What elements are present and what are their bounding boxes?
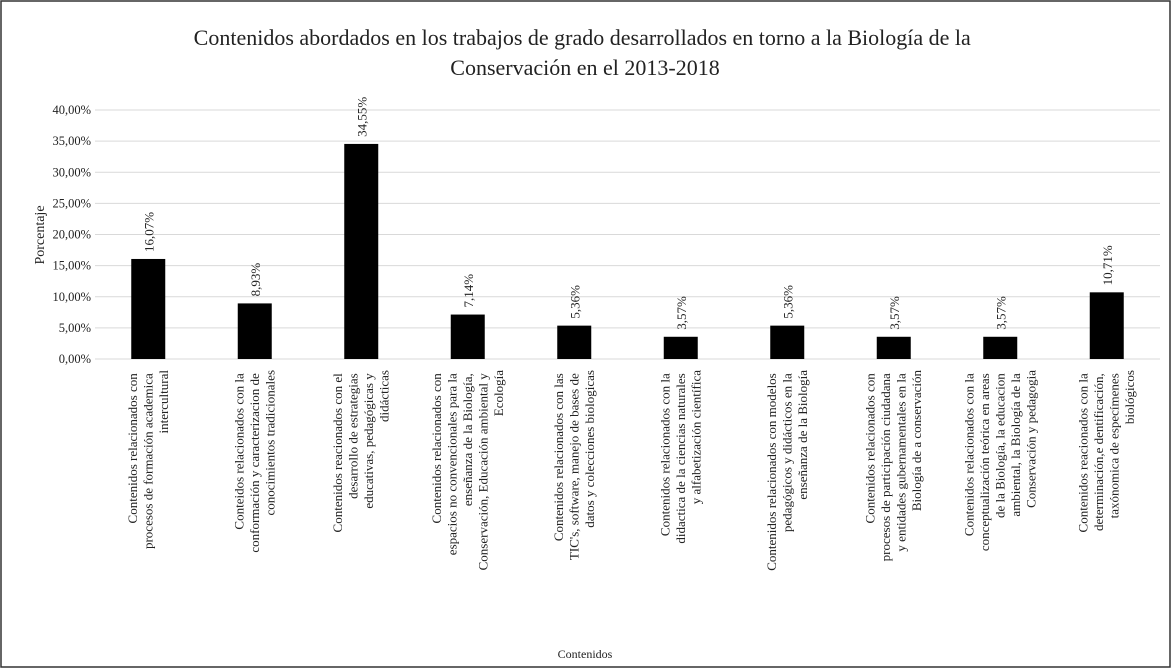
bar — [557, 325, 592, 359]
data-label: 34,55% — [354, 97, 369, 137]
x-tick-label: Contenidos relacionados con la didactica… — [657, 370, 703, 544]
data-label: 16,07% — [141, 212, 156, 252]
x-tick-label: Contenidos relacionados con procesos de … — [863, 370, 925, 562]
bar — [663, 336, 698, 359]
y-tick-label: 10,00% — [52, 290, 91, 304]
bar — [983, 336, 1018, 359]
data-label: 10,71% — [1100, 245, 1115, 285]
y-tick-label: 35,00% — [52, 134, 91, 148]
data-label: 3,57% — [993, 296, 1008, 330]
y-tick-label: 40,00% — [52, 103, 91, 117]
bar — [1089, 292, 1124, 359]
bar — [237, 303, 272, 359]
bar — [131, 258, 166, 359]
bar — [450, 314, 485, 359]
chart-title: Contenidos abordados en los trabajos de … — [194, 25, 977, 80]
y-tick-label: 20,00% — [52, 228, 91, 242]
x-tick-label: Contenidos relacionados con espacios no … — [429, 370, 506, 571]
y-tick-label: 5,00% — [59, 321, 91, 335]
bar — [344, 143, 379, 359]
x-tick-label: Contenidos relacionados con la conceptua… — [961, 370, 1038, 551]
x-tick-label: Contenidos relacionados con las TIC's, s… — [551, 370, 597, 560]
y-tick-label: 0,00% — [59, 352, 91, 366]
data-label: 5,36% — [567, 285, 582, 319]
bar — [876, 336, 911, 359]
x-tick-label: Contenidos relacionados con modelos peda… — [764, 370, 810, 571]
data-label: 5,36% — [780, 285, 795, 319]
data-label: 8,93% — [248, 263, 263, 297]
x-axis-label: Contenidos — [558, 647, 613, 661]
data-label: 3,57% — [887, 296, 902, 330]
x-tick-label: Contenidos relacionados con procesos de … — [125, 370, 171, 549]
y-tick-label: 15,00% — [52, 259, 91, 273]
bar — [770, 325, 805, 359]
x-tick-label: Contenidos reacionados con el desarrollo… — [330, 370, 392, 532]
x-tick-label: Contenidos reacionados con la determinac… — [1076, 370, 1138, 532]
y-axis-label: Porcentaje — [33, 205, 48, 264]
data-label: 3,57% — [674, 296, 689, 330]
y-tick-label: 25,00% — [52, 196, 91, 210]
y-tick-label: 30,00% — [52, 165, 91, 179]
data-label: 7,14% — [461, 274, 476, 308]
x-tick-label: Conteidos relacionados con la conformaci… — [231, 370, 277, 553]
